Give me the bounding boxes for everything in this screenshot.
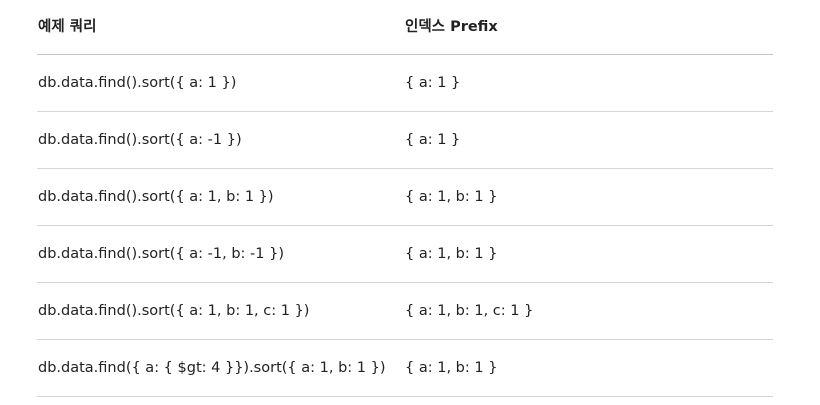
query-cell: db.data.find().sort({ a: 1, b: 1, c: 1 }… [38,303,310,319]
table-row: db.data.find().sort({ a: -1, b: -1 }) { … [37,226,773,283]
query-cell: db.data.find().sort({ a: -1, b: -1 }) [38,246,285,262]
table-row: db.data.find({ a: { $gt: 4 }}).sort({ a:… [37,340,773,397]
table-row: db.data.find().sort({ a: 1, b: 1 }) { a:… [37,169,773,226]
index-prefix-cell: { a: 1 } [405,75,461,91]
header-example-query: 예제 쿼리 [38,19,97,35]
table-row: db.data.find().sort({ a: -1 }) { a: 1 } [37,112,773,169]
query-cell: db.data.find().sort({ a: 1, b: 1 }) [38,189,274,205]
index-prefix-cell: { a: 1, b: 1, c: 1 } [405,303,534,319]
table-header-row: 예제 쿼리 인덱스 Prefix [37,0,773,55]
index-prefix-cell: { a: 1 } [405,132,461,148]
query-index-table: 예제 쿼리 인덱스 Prefix db.data.find().sort({ a… [37,0,773,397]
query-cell: db.data.find().sort({ a: 1 }) [38,75,237,91]
query-cell: db.data.find({ a: { $gt: 4 }}).sort({ a:… [38,360,386,376]
header-index-prefix: 인덱스 Prefix [405,19,498,35]
index-prefix-cell: { a: 1, b: 1 } [405,360,498,376]
index-prefix-cell: { a: 1, b: 1 } [405,246,498,262]
query-cell: db.data.find().sort({ a: -1 }) [38,132,242,148]
table-row: db.data.find().sort({ a: 1 }) { a: 1 } [37,55,773,112]
index-prefix-cell: { a: 1, b: 1 } [405,189,498,205]
table-row: db.data.find().sort({ a: 1, b: 1, c: 1 }… [37,283,773,340]
